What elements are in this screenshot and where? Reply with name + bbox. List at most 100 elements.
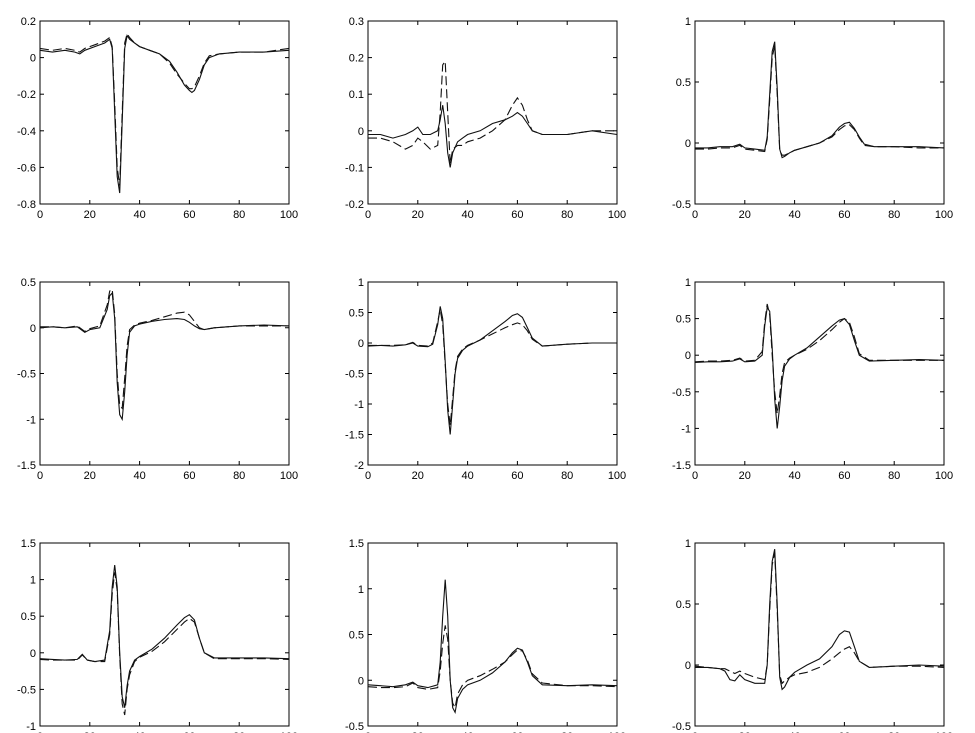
x-tick-label: 0 [365, 470, 371, 482]
x-tick-label: 40 [788, 731, 800, 733]
x-tick-label: 40 [461, 470, 473, 482]
x-tick-label: 40 [788, 209, 800, 221]
x-tick-label: 0 [365, 731, 371, 733]
x-tick-label: 40 [133, 731, 145, 733]
plot-area-frame [39, 281, 290, 466]
y-tick-label: 0 [685, 350, 691, 362]
y-tick-label: 1.5 [21, 538, 36, 550]
x-tick-label: 100 [608, 470, 626, 482]
series-line-solid [367, 579, 618, 714]
x-tick-label: 60 [511, 209, 523, 221]
x-tick-label: 60 [511, 470, 523, 482]
x-tick-label: 60 [838, 209, 850, 221]
chart-panel-row2-col3: 0 20 40 60 80 100 -1.5 -1 -0.5 0 0.5 1 [672, 277, 953, 482]
y-tick-label: 0.5 [21, 611, 36, 623]
x-tick-label: 40 [788, 470, 800, 482]
x-tick-label: 60 [511, 731, 523, 733]
series-line-solid [695, 548, 945, 691]
y-tick-label: 0.3 [349, 16, 364, 28]
x-tick-label: 0 [692, 209, 698, 221]
x-tick-label: 80 [888, 470, 900, 482]
x-tick-label: 0 [692, 470, 698, 482]
y-tick-label: 0.5 [349, 308, 364, 320]
y-tick-label: 0.5 [21, 277, 36, 289]
y-tick-label: -1 [681, 423, 691, 435]
chart-panel-row2-col1: 0 20 40 60 80 100 -1.5 -1 -0.5 0 0.5 [17, 277, 298, 482]
series-line-dashed [694, 303, 944, 414]
y-tick-label: 0.1 [349, 89, 364, 101]
x-tick-label: 80 [233, 209, 245, 221]
series-line-solid [39, 34, 290, 194]
x-tick-label: 40 [461, 209, 473, 221]
y-tick-label: -1 [26, 414, 36, 426]
y-tick-label: 1 [358, 277, 364, 289]
x-tick-label: 100 [608, 731, 626, 733]
x-tick-label: 0 [37, 731, 43, 733]
y-tick-label: 1 [30, 575, 36, 587]
series-line-dashed [39, 32, 290, 186]
chart-panel-row3-col1: 0 20 40 60 80 100 -1 -0.5 0 0.5 1 1.5 [17, 538, 298, 733]
x-tick-label: 40 [461, 731, 473, 733]
x-tick-label: 20 [412, 470, 424, 482]
plot-area-frame [39, 542, 290, 727]
chart-panel-row2-col2: 0 20 40 60 80 100 -2 -1.5 -1 -0.5 0 0.5 1 [345, 277, 626, 482]
y-tick-label: 1 [685, 538, 691, 550]
series-line-dashed [39, 572, 290, 716]
x-tick-label: 100 [280, 731, 298, 733]
y-tick-label: -0.6 [17, 162, 36, 174]
chart-panel-row1-col3: 0 20 40 60 80 100-0.500.51 [672, 16, 953, 221]
x-tick-label: 20 [412, 731, 424, 733]
y-tick-label: -0.5 [672, 199, 691, 211]
y-tick-label: -0.5 [345, 721, 364, 733]
y-tick-label: -1 [26, 721, 36, 733]
y-tick-label: -1.5 [672, 460, 691, 472]
x-tick-label: 0 [365, 209, 371, 221]
series-line-solid [367, 306, 617, 435]
x-tick-label: 20 [739, 731, 751, 733]
y-tick-label: -0.1 [345, 162, 364, 174]
x-tick-label: 100 [935, 731, 953, 733]
x-tick-label: 100 [280, 209, 298, 221]
y-tick-label: 0 [685, 660, 691, 672]
y-tick-label: 1.5 [349, 538, 364, 550]
x-tick-label: 60 [183, 209, 195, 221]
y-tick-label: 0 [358, 126, 364, 138]
plot-area-frame [367, 281, 618, 466]
y-tick-label: -0.5 [17, 684, 36, 696]
series-line-solid [694, 306, 945, 429]
series-line-dashed [368, 59, 617, 164]
series-line-dashed [368, 309, 617, 426]
plot-area-frame [694, 20, 945, 205]
y-tick-label: -0.5 [672, 387, 691, 399]
series-line-solid [39, 291, 290, 422]
x-tick-label: 60 [183, 731, 195, 733]
y-tick-label: 0.5 [676, 599, 691, 611]
y-tick-label: -0.5 [672, 721, 691, 733]
x-tick-label: 0 [37, 470, 43, 482]
plot-area-frame [39, 20, 290, 205]
y-tick-label: -0.2 [345, 199, 364, 211]
y-tick-label: 0.5 [676, 314, 691, 326]
x-tick-label: 80 [561, 470, 573, 482]
y-tick-label: 0 [30, 323, 36, 335]
series-line-dashed [40, 288, 289, 410]
y-tick-label: 0.2 [349, 53, 364, 65]
y-tick-label: 0 [30, 53, 36, 65]
x-tick-label: 40 [133, 209, 145, 221]
plot-area-frame [694, 281, 945, 466]
x-tick-label: 80 [561, 209, 573, 221]
y-tick-label: -0.5 [17, 369, 36, 381]
chart-panel-row1-col1: 0 20 40 60 80 100 -0.8 -0.6 -0.4 -0.2 0 0.2 [17, 16, 298, 221]
series-line-solid [695, 41, 945, 159]
x-tick-label: 20 [84, 470, 96, 482]
x-tick-label: 100 [935, 209, 953, 221]
x-tick-label: 0 [692, 731, 698, 733]
x-tick-label: 80 [888, 209, 900, 221]
y-tick-label: -0.4 [17, 126, 36, 138]
y-tick-label: 0 [685, 138, 691, 150]
y-tick-label: 0.2 [21, 16, 36, 28]
series-line-dashed [695, 45, 944, 156]
